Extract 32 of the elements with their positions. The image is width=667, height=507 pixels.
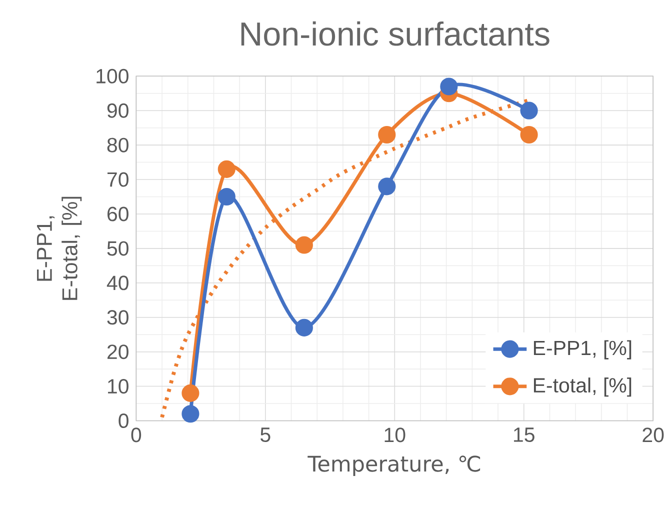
y-tick-label: 90 [107,103,128,118]
point [218,160,236,178]
y-tick-label: 0 [118,414,128,428]
x-tick-label: 0 [131,428,142,442]
point [295,236,313,254]
point [520,126,538,144]
x-tick-label: 20 [642,428,664,442]
point [295,318,313,337]
point [182,405,200,423]
x-tick-label: 5 [260,428,270,442]
chart-title: Non-ionic surfactants [241,21,550,46]
point [378,126,396,144]
y-tick-label: 50 [107,241,128,256]
y-tick-label: 60 [108,206,128,222]
point [218,188,236,206]
y-tick-label: 80 [107,138,128,152]
y-tick-label: 70 [108,172,128,187]
x-tick-label: 10 [384,428,406,442]
point [182,384,200,402]
legend-label: E-total, [%] [534,378,632,397]
point [378,178,396,196]
y-tick-label: 40 [106,276,128,290]
y-tick-label: 100 [96,68,128,84]
y-tick-label: 30 [107,310,128,325]
legend-label: E-PP1, [%] [534,340,632,360]
point [440,78,458,96]
x-axis-title: Temperature, ℃ [308,456,480,476]
y-tick-label: 10 [108,379,128,394]
x-tick-label: 15 [514,428,534,442]
y-tick-label: 20 [108,344,128,360]
y-axis-title: E-PP1, E-total, [%] [37,196,82,300]
point [520,102,538,120]
